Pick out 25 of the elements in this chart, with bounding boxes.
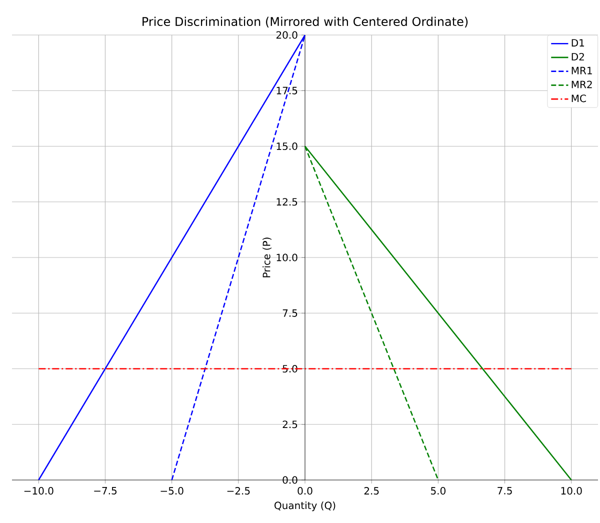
y-tick-label: 2.5 — [282, 420, 298, 428]
legend-label: MC — [572, 94, 586, 102]
y-tick-label: 10.0 — [276, 254, 298, 262]
y-tick-label: 17.5 — [276, 86, 298, 94]
y-tick-label: 7.5 — [282, 309, 298, 317]
x-tick-label: 5.0 — [431, 487, 446, 495]
x-tick-label: −7.5 — [94, 487, 116, 494]
chart-title: Price Discrimination (Mirrored with Centered Ordinate) — [142, 16, 468, 28]
x-tick-label: −5.0 — [160, 487, 184, 495]
x-tick-label: −2.5 — [227, 487, 250, 495]
x-tick-label: 7.5 — [498, 487, 512, 494]
y-tick-label: 15.0 — [276, 142, 298, 150]
y-tick-label: 20.0 — [276, 31, 298, 39]
legend-label: D2 — [572, 52, 584, 60]
x-tick-label: 2.5 — [364, 487, 379, 495]
legend-label: MR1 — [572, 66, 592, 74]
x-tick-label: 10.0 — [561, 487, 582, 495]
legend-label: MR2 — [572, 80, 592, 88]
y-tick-label: 12.5 — [276, 198, 298, 206]
x-tick-label: 0.0 — [298, 487, 312, 495]
y-axis-title: Price (P) — [262, 238, 272, 278]
y-tick-label: 0.0 — [282, 476, 298, 484]
x-axis-title: Quantity (Q) — [274, 501, 336, 512]
x-tick-label: −10.0 — [24, 487, 54, 495]
legend-label: D1 — [572, 39, 584, 46]
